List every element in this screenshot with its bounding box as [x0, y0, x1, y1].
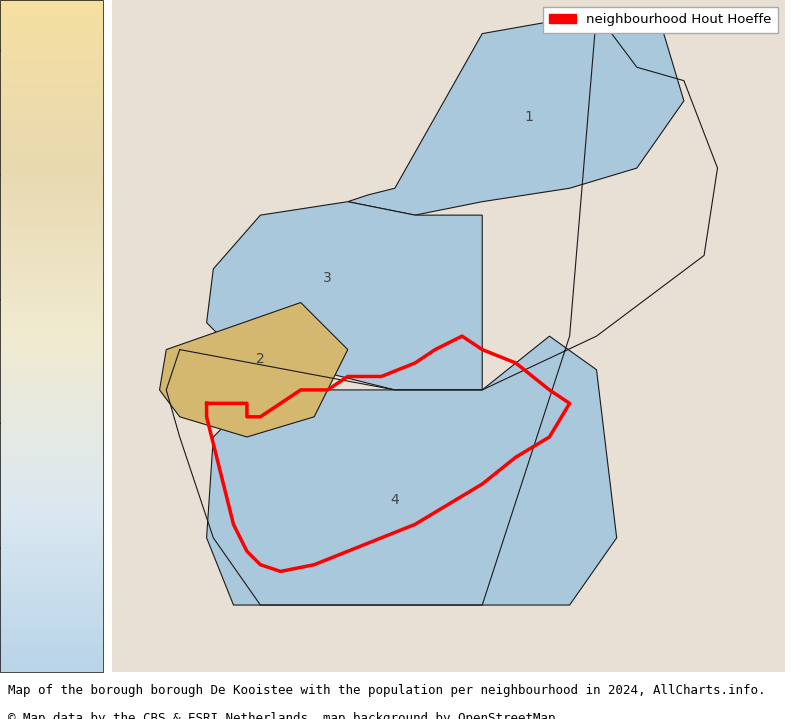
Text: Map of the borough borough De Kooistee with the population per neighbourhood in : Map of the borough borough De Kooistee w… — [8, 684, 765, 697]
Legend: neighbourhood Hout Hoeffe: neighbourhood Hout Hoeffe — [542, 6, 778, 33]
Polygon shape — [206, 336, 617, 605]
Text: 3: 3 — [323, 271, 332, 285]
Polygon shape — [348, 14, 684, 215]
Text: © Map data by the CBS & ESRI Netherlands, map background by OpenStreetMap.: © Map data by the CBS & ESRI Netherlands… — [8, 712, 563, 719]
Polygon shape — [160, 303, 348, 437]
Text: 2: 2 — [256, 352, 264, 366]
Text: 4: 4 — [391, 493, 399, 507]
Text: 1: 1 — [525, 110, 534, 124]
Polygon shape — [206, 202, 482, 390]
